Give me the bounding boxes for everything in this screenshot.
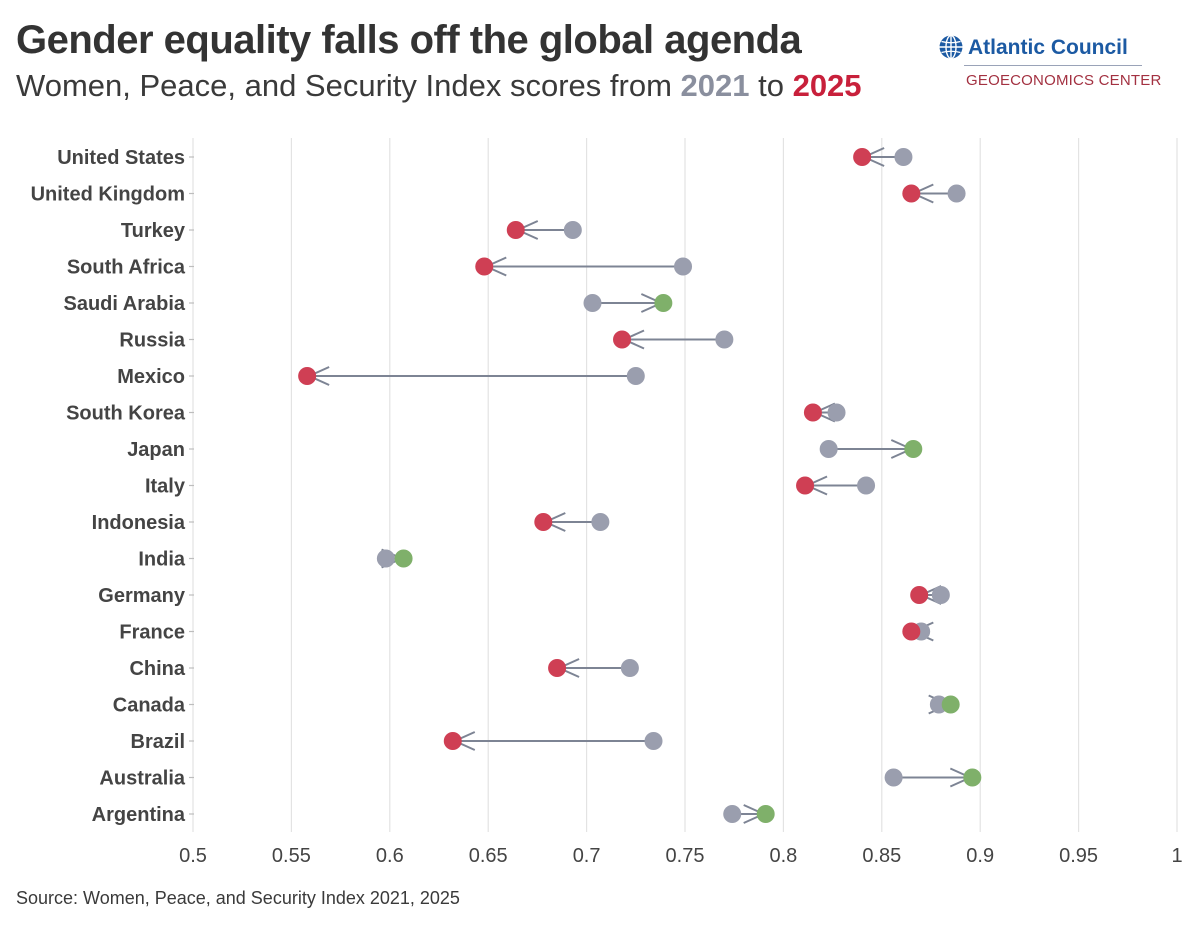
country-label: Australia: [99, 768, 185, 790]
point-2025: [506, 221, 525, 239]
point-2025: [902, 184, 921, 203]
country-label: Germany: [98, 585, 186, 607]
chart-title: Gender equality falls off the global age…: [16, 18, 802, 62]
point-2025: [534, 513, 553, 531]
country-label: Saudi Arabia: [63, 293, 185, 315]
point-2021: [819, 440, 838, 458]
point-2021: [674, 257, 693, 276]
point-2021: [644, 732, 663, 750]
point-2025: [963, 768, 982, 787]
country-label: Indonesia: [92, 512, 186, 534]
country-label: Italy: [145, 476, 186, 498]
x-tick-label: 0.55: [272, 845, 311, 867]
point-2021: [563, 221, 582, 239]
point-2025: [853, 148, 872, 166]
x-tick-label: 0.8: [769, 845, 797, 867]
country-label: Canada: [113, 695, 186, 717]
point-2021: [884, 768, 903, 787]
logo-subtitle: GEOECONOMICS CENTER: [966, 72, 1162, 89]
chart-subtitle: Women, Peace, and Security Index scores …: [16, 68, 862, 104]
point-2021: [894, 148, 913, 166]
country-label: Mexico: [117, 366, 185, 388]
point-2025: [904, 440, 923, 458]
x-tick-label: 0.75: [666, 845, 705, 867]
country-label: India: [138, 549, 186, 571]
point-2021: [715, 330, 734, 349]
x-tick-label: 0.5: [179, 845, 207, 867]
dumbbell-chart: 0.5 0.55 0.6 0.65 0.7 0.75 0.8 0.85 0.9 0.95 1 Unit…: [31, 138, 1183, 867]
country-label: Brazil: [131, 731, 185, 753]
globe-icon: [939, 34, 963, 60]
country-label: France: [119, 622, 185, 644]
logo-divider: [964, 65, 1142, 66]
point-2021: [583, 294, 602, 312]
point-2025: [910, 586, 929, 604]
point-2021: [931, 586, 950, 604]
point-2025: [298, 367, 317, 385]
point-2025: [475, 257, 494, 276]
x-tick-label: 0.9: [966, 845, 994, 867]
country-label: United States: [57, 147, 185, 169]
source-note: Source: Women, Peace, and Security Index…: [16, 888, 460, 908]
point-2021: [947, 184, 966, 203]
point-2025: [443, 732, 462, 750]
subtitle-mid: to: [749, 68, 793, 103]
subtitle-year-2021: 2021: [680, 68, 750, 103]
x-tick-label: 0.6: [376, 845, 404, 867]
point-2025: [941, 695, 960, 714]
point-2025: [654, 294, 673, 312]
subtitle-year-2025: 2025: [792, 68, 862, 103]
x-tick-label: 1: [1171, 845, 1182, 867]
x-tick-label: 0.95: [1059, 845, 1098, 867]
x-tick-label: 0.7: [573, 845, 601, 867]
point-2025: [613, 330, 632, 349]
x-tick-label: 0.85: [862, 845, 901, 867]
country-label: South Korea: [66, 403, 186, 425]
point-2021: [626, 367, 645, 385]
point-2021: [723, 805, 742, 823]
point-2021: [376, 549, 395, 568]
point-2021: [827, 403, 846, 422]
point-2025: [756, 805, 775, 823]
country-label: South Africa: [67, 257, 186, 279]
x-tick-label: 0.65: [469, 845, 508, 867]
logo-name: Atlantic Council: [968, 36, 1128, 59]
point-2025: [902, 622, 921, 641]
point-2021: [620, 659, 639, 677]
country-label: Argentina: [92, 804, 186, 826]
country-label: China: [129, 658, 185, 680]
country-label: Turkey: [121, 220, 186, 242]
point-2025: [803, 403, 822, 422]
point-2021: [591, 513, 610, 531]
subtitle-prefix: Women, Peace, and Security Index scores …: [16, 68, 681, 103]
point-2025: [796, 476, 815, 495]
country-label: United Kingdom: [31, 184, 185, 206]
atlantic-council-logo[interactable]: Atlantic Council GEOECONOMICS CENTER: [938, 30, 1168, 94]
point-2021: [857, 476, 876, 495]
country-label: Russia: [119, 330, 185, 352]
point-2025: [548, 659, 567, 677]
country-label: Japan: [127, 439, 185, 461]
point-2025: [394, 549, 413, 568]
